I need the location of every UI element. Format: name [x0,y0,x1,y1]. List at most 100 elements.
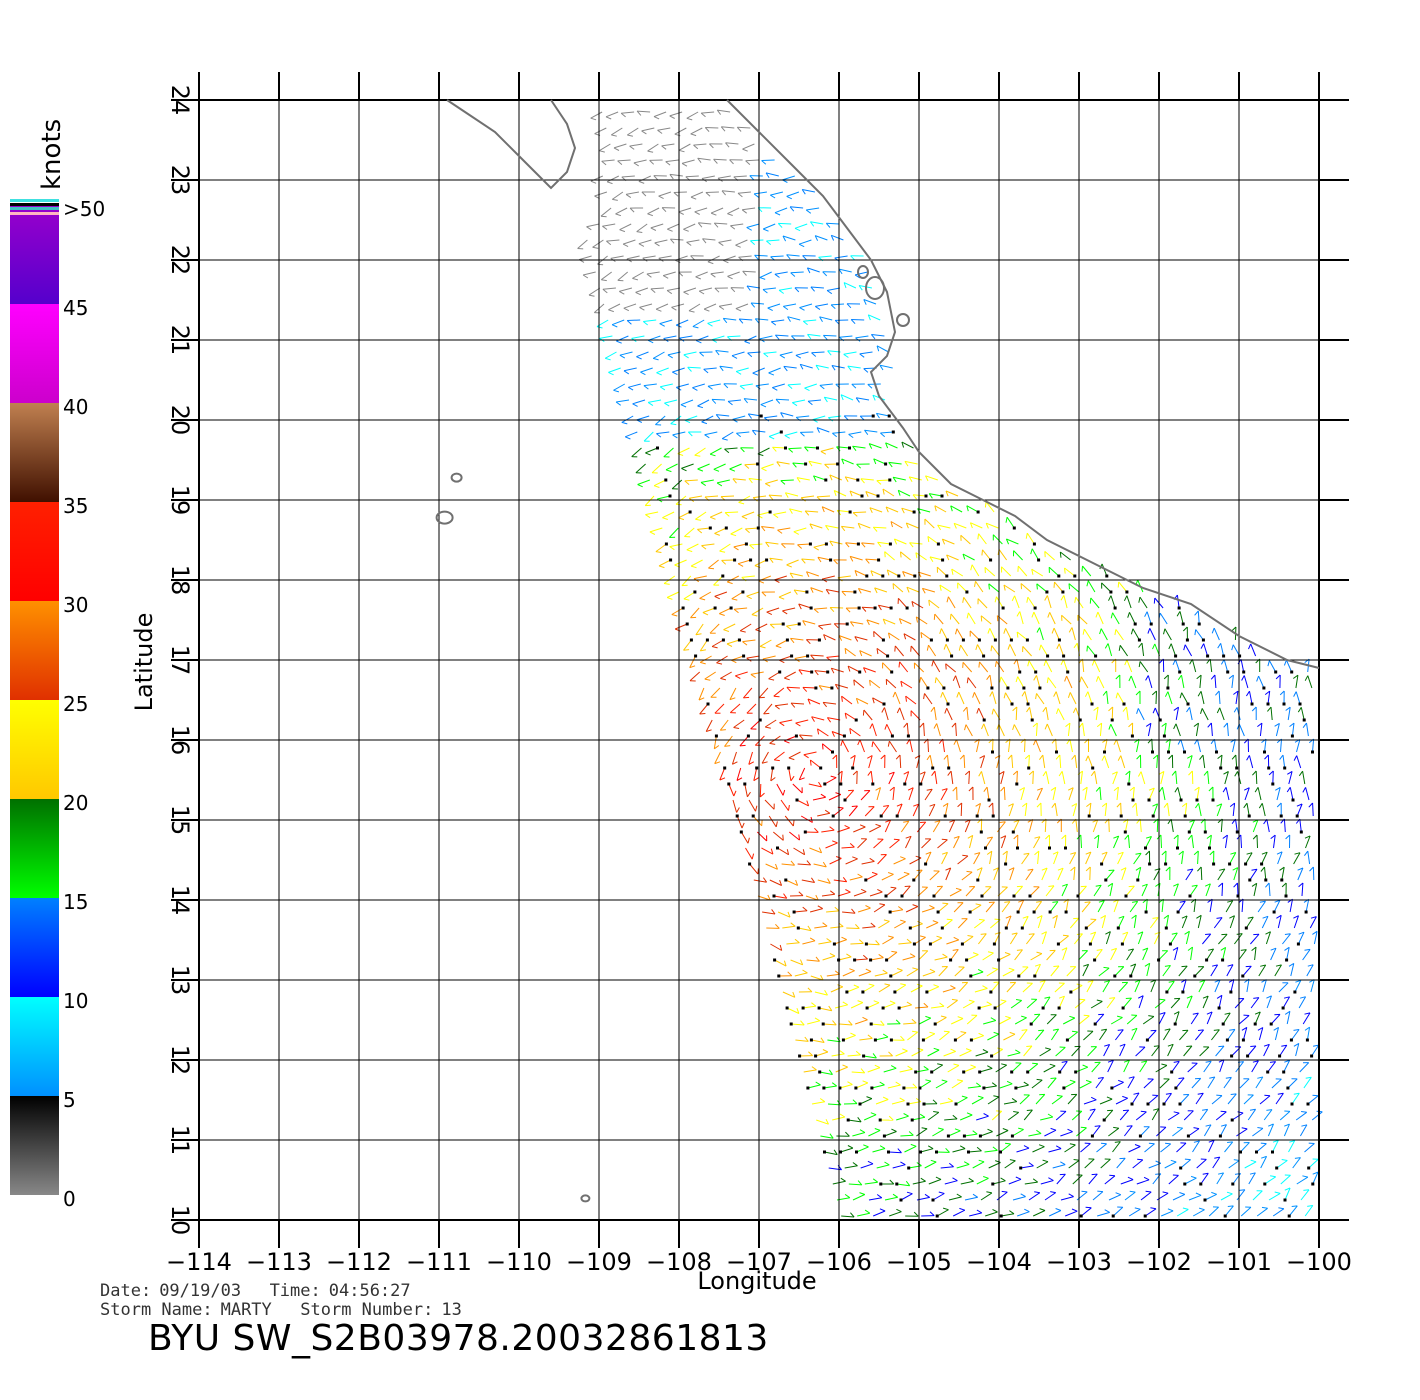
wind-vector [1118,981,1129,993]
wind-vector [1076,885,1087,898]
lon-tick-label: −108 [646,1248,712,1276]
wind-vector [976,707,986,722]
wind-vector [1131,914,1137,929]
wind-vector [975,1049,989,1057]
colorbar-band [10,898,59,997]
wind-vector [1016,899,1025,914]
wind-vector [1304,1142,1315,1153]
wind-vector [1231,818,1239,834]
lat-tick-label: 22 [166,245,194,276]
storm-name-value: MARTY [220,1300,272,1320]
wind-vector [1279,690,1286,706]
wind-vector [812,793,826,801]
wind-vector [732,799,740,813]
wind-vector [1187,834,1194,849]
wind-vector [1035,1093,1046,1105]
wind-vector [1111,771,1118,785]
wind-vector [1142,1015,1155,1025]
wind-vector [758,687,769,699]
wind-vector [1196,914,1202,929]
wind-vector [1251,706,1257,720]
wind-vector [649,527,663,535]
wind-vector [919,1145,934,1154]
wind-vector [1257,900,1266,913]
wind-vector [807,698,821,705]
wind-vector [765,172,779,179]
wind-vector [859,650,872,657]
wind-vector [978,1065,993,1074]
wind-vector [887,740,897,753]
wind-vector [810,654,824,660]
wind-vector [631,335,645,343]
wind-vector [925,475,938,482]
wind-vector [834,319,849,325]
wind-vector [1271,1078,1282,1089]
wind-vector [707,383,721,390]
wind-vector [1110,947,1118,961]
wind-vector [926,920,939,929]
wind-vector [841,458,854,465]
wind-vector [897,1001,912,1010]
wind-vector [643,431,654,442]
wind-vector [1236,723,1245,737]
wind-vector [1306,964,1314,977]
wind-vector [1211,1094,1223,1105]
wind-vector [877,541,892,548]
wind-vector [1312,930,1318,945]
wind-vector [814,670,830,676]
wind-vector [990,1047,1003,1058]
wind-vector [887,1148,902,1154]
wind-vector [936,902,949,914]
wind-vector [928,1176,942,1185]
wind-vector [932,820,941,833]
wind-vector [961,870,973,881]
wind-vector [852,1192,866,1201]
wind-vector [790,702,805,708]
wind-vector [1309,979,1315,993]
wind-vector [986,967,999,977]
wind-vector [1181,915,1188,929]
wind-vector [1014,949,1023,961]
wind-vector [925,984,940,994]
wind-vector [948,819,956,833]
wind-vector [719,543,731,553]
wind-vector [1138,1126,1150,1138]
wind-vector [1272,899,1281,914]
wind-vector [759,783,765,798]
wind-vector [1107,882,1114,897]
wind-vector [1234,771,1242,785]
wind-vector [1062,1079,1076,1090]
wind-vector [1007,644,1017,657]
wind-vector [1040,1113,1054,1121]
wind-vector [683,287,697,296]
wind-vector [1032,1208,1046,1217]
wind-vector [823,334,837,340]
wind-vector [1000,786,1006,801]
wind-vector [1187,1062,1198,1073]
wind-vector [1165,980,1175,994]
wind-vector [1058,1060,1068,1074]
wind-vector [948,1193,962,1201]
wind-vector [687,431,702,437]
lat-tick-label: 19 [166,485,194,516]
wind-vector [762,287,776,294]
storm-line: Storm Name: MARTY Storm Number: 13 [100,1302,470,1319]
wind-vector [1085,866,1091,881]
wind-vector [1027,818,1034,833]
wind-vector [949,613,960,625]
wind-vector [998,1015,1011,1025]
wind-vector [891,1097,905,1105]
wind-vector [698,687,705,701]
wind-vector [1140,1190,1152,1201]
lat-tick-label: 14 [166,885,194,916]
wind-vector [1161,722,1167,738]
wind-vector [1086,645,1098,658]
wind-vector [810,286,824,292]
wind-vector [862,1053,877,1059]
wind-vector [713,222,728,228]
wind-vector [1303,850,1311,865]
wind-vector [1035,1029,1045,1041]
wind-vector [1207,722,1213,737]
wind-vector [867,1064,881,1073]
